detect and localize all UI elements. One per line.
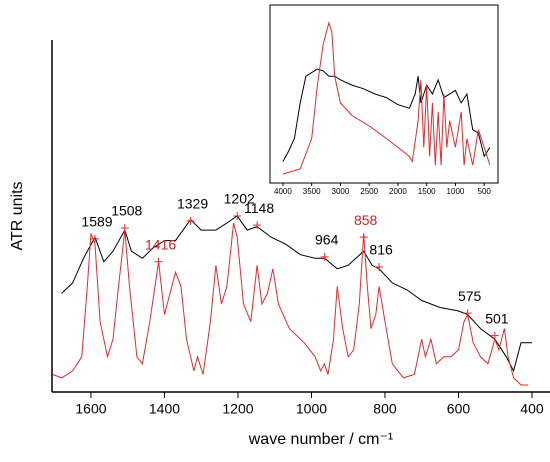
peak-marker bbox=[186, 216, 195, 225]
peak-marker bbox=[490, 331, 499, 340]
x-tick-label: 4000 bbox=[274, 187, 292, 196]
peak-label: 1589 bbox=[81, 214, 112, 230]
peak-marker bbox=[253, 221, 262, 230]
x-tick-label: 1600 bbox=[75, 401, 106, 417]
peak-label: 575 bbox=[458, 288, 482, 304]
peak-marker bbox=[91, 234, 100, 243]
x-tick-label: 500 bbox=[478, 187, 492, 196]
x-tick-label: 1200 bbox=[222, 401, 253, 417]
x-tick-label: 1000 bbox=[447, 187, 465, 196]
spectrum-line bbox=[282, 21, 491, 175]
x-tick-label: 2500 bbox=[360, 187, 378, 196]
x-tick-label: 1500 bbox=[418, 187, 436, 196]
x-tick-label: 800 bbox=[373, 401, 397, 417]
spectrum-line bbox=[282, 68, 491, 162]
peak-marker bbox=[320, 252, 329, 261]
peak-label: 1508 bbox=[111, 203, 142, 219]
x-tick-label: 1000 bbox=[296, 401, 327, 417]
peak-label: 1416 bbox=[145, 236, 176, 252]
peak-label: 1148 bbox=[244, 200, 274, 216]
peak-label: 816 bbox=[369, 242, 393, 258]
y-axis-label: ATR units bbox=[9, 181, 26, 250]
peak-label: 1202 bbox=[224, 191, 255, 207]
peak-marker bbox=[375, 263, 384, 272]
x-tick-label: 2000 bbox=[389, 187, 407, 196]
peak-label: 964 bbox=[315, 232, 339, 248]
plot-frame bbox=[269, 4, 499, 184]
peak-marker bbox=[463, 309, 472, 318]
peak-label: 501 bbox=[485, 310, 509, 326]
x-tick-label: 400 bbox=[520, 401, 544, 417]
spectrum-line bbox=[61, 215, 532, 373]
x-tick-label: 1400 bbox=[149, 401, 180, 417]
x-tick-label: 3000 bbox=[332, 187, 350, 196]
peak-label: 858 bbox=[354, 212, 378, 228]
x-tick-label: 600 bbox=[447, 401, 471, 417]
peak-marker bbox=[359, 233, 368, 242]
peak-marker bbox=[120, 223, 129, 232]
peak-label: 1329 bbox=[177, 196, 208, 212]
x-axis-label: wave number / cm⁻¹ bbox=[248, 431, 393, 448]
peak-marker bbox=[233, 212, 242, 220]
x-tick-label: 3500 bbox=[303, 187, 321, 196]
peak-marker bbox=[154, 257, 163, 266]
spectrum-line bbox=[52, 222, 529, 386]
